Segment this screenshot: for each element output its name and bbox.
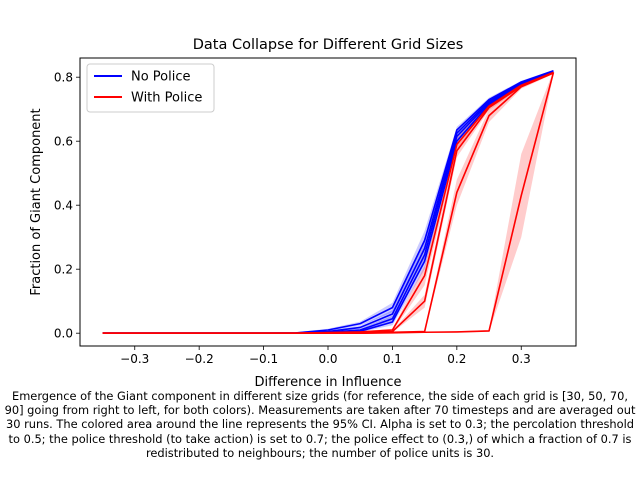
y-axis: 0.0 0.2 0.4 0.6 0.8 (54, 71, 80, 341)
series-line-8 (102, 72, 555, 335)
chart-title: Data Collapse for Different Grid Sizes (193, 37, 464, 53)
legend-label-with-police: With Police (131, 91, 202, 106)
y-axis-label: Fraction of Giant Component (29, 108, 44, 295)
x-axis: −0.3 −0.2 −0.1 0.0 0.1 0.2 0.3 (120, 346, 531, 366)
x-tick-label: −0.2 (185, 352, 214, 366)
series-lines (102, 70, 555, 335)
ci-band-7 (102, 72, 554, 334)
figure-caption: Emergence of the Giant component in diff… (4, 389, 636, 460)
x-tick-label: −0.1 (249, 352, 278, 366)
x-tick-label: 0.3 (512, 352, 531, 366)
y-tick-label: 0.4 (54, 199, 73, 213)
y-tick-label: 0.0 (54, 327, 73, 341)
x-axis-label: Difference in Influence (254, 375, 401, 390)
x-tick-label: −0.3 (120, 352, 149, 366)
y-tick-label: 0.6 (54, 135, 73, 149)
confidence-bands (102, 69, 554, 334)
x-tick-label: 0.0 (318, 352, 337, 366)
chart: Data Collapse for Different Grid Sizes −… (29, 37, 577, 390)
x-tick-label: 0.1 (383, 352, 402, 366)
y-tick-label: 0.2 (54, 263, 73, 277)
legend-label-no-police: No Police (131, 70, 191, 85)
legend: No Police With Police (86, 63, 215, 113)
y-tick-label: 0.8 (54, 71, 73, 85)
x-tick-label: 0.2 (447, 352, 466, 366)
